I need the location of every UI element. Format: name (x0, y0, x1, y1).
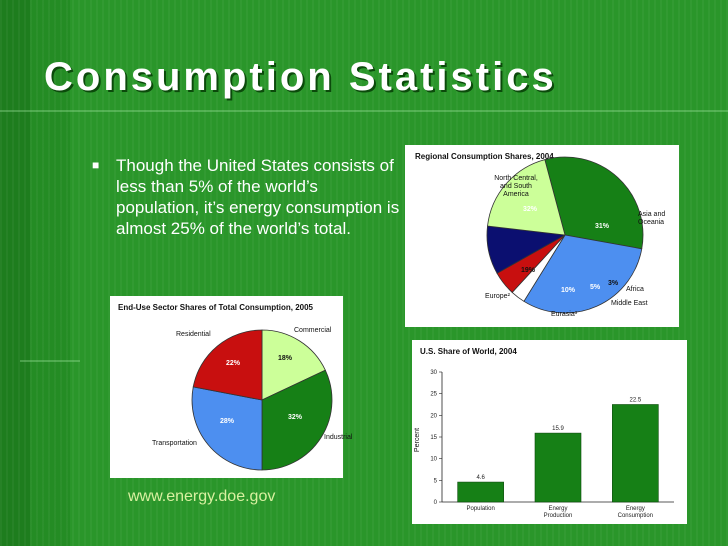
bullet-marker-icon: ■ (92, 158, 100, 172)
category-label: Population (466, 506, 494, 512)
slice-label: Europe² (485, 293, 510, 300)
y-tick-label: 10 (430, 457, 437, 463)
pie-slice (191, 386, 263, 471)
bar-value-label: 22.5 (629, 398, 641, 404)
slice-label: Transportation (152, 440, 197, 447)
y-tick-label: 25 (430, 392, 437, 398)
pie-slice (261, 369, 333, 471)
slice-value: 5% (590, 284, 601, 291)
category-label: Consumption (618, 513, 653, 519)
slide-title: Consumption Statistics (44, 55, 557, 99)
y-tick-label: 0 (434, 500, 438, 506)
regional-pie-chart (486, 156, 644, 314)
pie-slice (192, 329, 263, 401)
y-tick-label: 5 (434, 478, 438, 484)
slice-value: 31% (595, 223, 610, 230)
chart-title: Regional Consumption Shares, 2004 (415, 152, 554, 161)
bar (612, 404, 659, 503)
slice-label: North Central, and South America (494, 175, 538, 198)
share-bar-chart-panel: U.S. Share of World, 2004 0 5 10 15 20 25 30 4.… (412, 340, 687, 524)
pie-slice (544, 156, 644, 250)
slice-value: 32% (288, 414, 303, 421)
regional-chart-panel: Regional Consumption Shares, 2004 North … (405, 145, 679, 327)
slice-label: Eurasia³ (551, 311, 578, 318)
chart-title: End-Use Sector Shares of Total Consumpti… (118, 303, 313, 312)
bar-value-label: 15.9 (552, 426, 564, 432)
slice-value: 18% (278, 355, 293, 362)
bullet-text: Though the United States consists of les… (116, 156, 400, 238)
source-link[interactable]: www.energy.doe.gov (128, 488, 276, 505)
slice-label: Asia and Oceania (638, 211, 666, 226)
end-use-chart-panel: End-Use Sector Shares of Total Consumpti… (110, 296, 352, 478)
category-label: Energy (626, 506, 645, 512)
y-tick-label: 15 (430, 435, 437, 441)
divider-line (20, 360, 80, 362)
slice-value: 19% (521, 267, 536, 274)
end-use-pie-chart (191, 329, 333, 471)
slice-label: Commercial (294, 327, 332, 334)
pie-slice (261, 329, 326, 401)
bar-value-label: 4.6 (476, 475, 485, 481)
y-axis-label: Percent (414, 427, 422, 453)
slice-label: Africa (626, 286, 644, 293)
divider-line (0, 110, 728, 112)
pie-slice (487, 159, 566, 236)
slice-value: 3% (608, 280, 619, 287)
slice-label: Residential (176, 331, 211, 338)
category-label: Production (544, 513, 573, 519)
y-tick-label: 30 (430, 370, 437, 376)
bar (534, 432, 582, 503)
bar (457, 481, 504, 503)
chart-title: U.S. Share of World, 2004 (420, 347, 517, 356)
slice-value: 28% (220, 418, 235, 425)
slice-value: 32% (523, 206, 538, 213)
y-tick-label: 20 (430, 413, 437, 419)
slice-value: 10% (561, 287, 576, 294)
slice-label: Middle East (611, 300, 648, 307)
category-label: Energy (548, 506, 567, 512)
share-bar-chart: 0510152025304.6Population15.9EnergyProdu… (430, 370, 674, 519)
slice-value: 22% (226, 360, 241, 367)
slice-label: Industrial (324, 434, 353, 441)
